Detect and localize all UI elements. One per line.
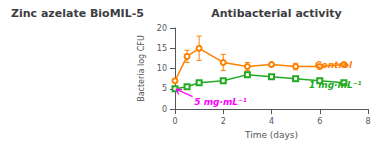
- svg-text:6: 6: [317, 117, 322, 126]
- svg-text:Control: Control: [315, 60, 353, 70]
- svg-text:0: 0: [172, 117, 177, 126]
- svg-text:15: 15: [157, 44, 167, 53]
- svg-text:Antibacterial activity: Antibacterial activity: [211, 7, 341, 20]
- svg-text:1 mg·mL⁻¹: 1 mg·mL⁻¹: [309, 80, 361, 90]
- svg-text:5: 5: [162, 84, 167, 93]
- svg-text:2: 2: [221, 117, 226, 126]
- svg-text:8: 8: [365, 117, 370, 126]
- svg-text:0: 0: [162, 105, 167, 114]
- svg-text:20: 20: [157, 24, 167, 33]
- svg-text:5 mg·mL⁻¹: 5 mg·mL⁻¹: [194, 97, 246, 107]
- svg-text:Zinc azelate BioMIL-5: Zinc azelate BioMIL-5: [11, 7, 144, 20]
- svg-text:Bacteria log CFU: Bacteria log CFU: [137, 35, 146, 102]
- svg-text:Time (days): Time (days): [244, 130, 298, 140]
- svg-text:4: 4: [269, 117, 274, 126]
- svg-text:10: 10: [157, 64, 167, 73]
